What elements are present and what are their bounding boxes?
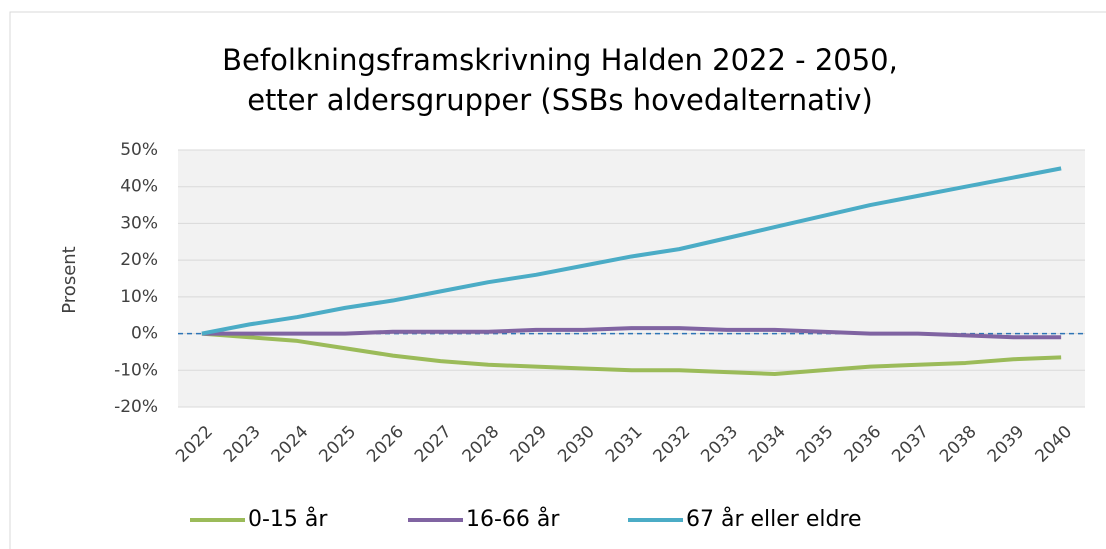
y-tick-label: 30% [120, 213, 158, 233]
legend-label: 16-66 år [466, 506, 560, 532]
series-line [201, 166, 1062, 336]
y-tick-label: -10% [114, 360, 158, 380]
chart-title: Befolkningsframskrivning Halden 2022 - 2… [222, 43, 898, 77]
legend-label: 0-15 år [248, 506, 328, 532]
y-tick-label: 20% [120, 250, 158, 270]
y-tick-label: 50% [120, 140, 158, 160]
y-tick-label: -20% [114, 397, 158, 417]
y-tick-label: 0% [131, 324, 158, 344]
series-line [201, 331, 1062, 376]
y-axis-label: Prosent [59, 246, 80, 313]
y-tick-label: 10% [120, 287, 158, 307]
y-tick-label: 40% [120, 177, 158, 197]
chart-title: etter aldersgrupper (SSBs hovedalternati… [247, 83, 873, 117]
series-line [201, 326, 1062, 340]
legend-label: 67 år eller eldre [686, 506, 862, 532]
